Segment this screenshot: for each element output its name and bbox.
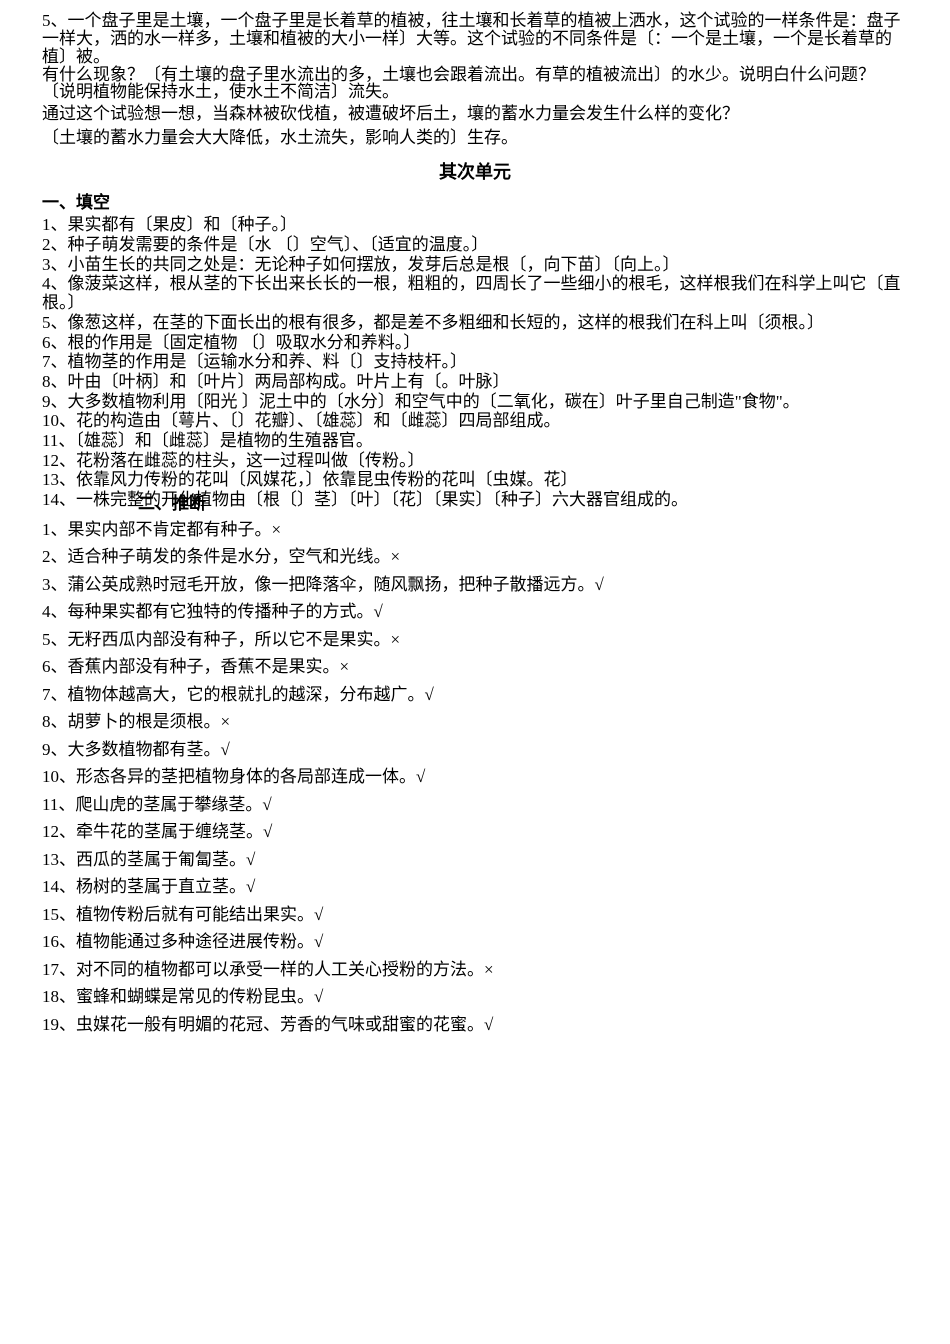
fill-item-2: 2、种子萌发需要的条件是〔水 〔〕空气〕、〔适宜的温度。〕	[42, 236, 908, 255]
judge-mark: √	[484, 1015, 493, 1034]
fill-item-5: 5、像葱这样，在茎的下面长出的根有很多，都是差不多粗细和长短的，这样的根我们在科…	[42, 314, 908, 333]
judge-item-2: 2、适合种子萌发的条件是水分，空气和光线。×	[42, 544, 908, 570]
judge-mark: √	[416, 767, 425, 786]
judge-item-4: 4、每种果实都有它独特的传播种子的方式。√	[42, 599, 908, 625]
judge-item-17: 17、对不同的植物都可以承受一样的人工关心授粉的方法。×	[42, 957, 908, 983]
judge-mark: √	[221, 740, 230, 759]
judge-text: 11、爬山虎的茎属于攀缘茎。	[42, 795, 262, 814]
judge-item-18: 18、蜜蜂和蝴蝶是常见的传粉昆虫。√	[42, 984, 908, 1010]
fill-item-1: 1、果实都有〔果皮〕和〔种子。〕	[42, 216, 908, 235]
fill-item-12: 12、花粉落在雌蕊的柱头，这一过程叫做〔传粉。〕	[42, 452, 908, 471]
judge-text: 8、胡萝卜的根是须根。	[42, 712, 221, 731]
judge-item-10: 10、形态各异的茎把植物身体的各局部连成一体。√	[42, 764, 908, 790]
unit-title: 其次单元	[42, 161, 908, 184]
judge-item-15: 15、植物传粉后就有可能结出果实。√	[42, 902, 908, 928]
judge-item-6: 6、香蕉内部没有种子，香蕉不是果实。×	[42, 654, 908, 680]
judge-mark: ×	[221, 712, 231, 731]
intro-line-1: 5、一个盘子里是土壤，一个盘子里是长着草的植被，往土壤和长着草的植被上洒水，这个…	[42, 12, 908, 66]
fill-item-9: 9、大多数植物利用〔阳光 〕泥土中的〔水分〕和空气中的〔二氧化，碳在〕叶子里自己…	[42, 393, 908, 412]
judge-mark: √	[246, 877, 255, 896]
judge-text: 17、对不同的植物都可以承受一样的人工关心授粉的方法。	[42, 960, 484, 979]
section2-list: 1、果实内部不肯定都有种子。×2、适合种子萌发的条件是水分，空气和光线。×3、蒲…	[42, 517, 908, 1038]
judge-item-8: 8、胡萝卜的根是须根。×	[42, 709, 908, 735]
judge-mark: √	[425, 685, 434, 704]
section1-list: 1、果实都有〔果皮〕和〔种子。〕2、种子萌发需要的条件是〔水 〔〕空气〕、〔适宜…	[42, 216, 908, 509]
judge-item-16: 16、植物能通过多种途径进展传粉。√	[42, 929, 908, 955]
judge-mark: √	[314, 905, 323, 924]
fill-item-8: 8、叶由〔叶柄〕和〔叶片〕两局部构成。叶片上有〔。叶脉〕	[42, 373, 908, 392]
judge-item-19: 19、虫媒花一般有明媚的花冠、芳香的气味或甜蜜的花蜜。√	[42, 1012, 908, 1038]
judge-text: 5、无籽西瓜内部没有种子，所以它不是果实。	[42, 630, 391, 649]
judge-text: 10、形态各异的茎把植物身体的各局部连成一体。	[42, 767, 416, 786]
judge-item-12: 12、牵牛花的茎属于缠绕茎。√	[42, 819, 908, 845]
judge-mark: ×	[272, 520, 282, 539]
judge-mark: ×	[484, 960, 494, 979]
judge-text: 9、大多数植物都有茎。	[42, 740, 221, 759]
judge-mark: √	[595, 575, 604, 594]
judge-text: 14、杨树的茎属于直立茎。	[42, 877, 246, 896]
judge-item-3: 3、蒲公英成熟时冠毛开放，像一把降落伞，随风飘扬，把种子散播远方。√	[42, 572, 908, 598]
fill-item-3: 3、小苗生长的共同之处是：无论种子如何摆放，发芽后总是根〔，向下苗〕〔向上。〕	[42, 256, 908, 275]
fill-item-6: 6、根的作用是〔固定植物 〔〕吸取水分和养料。〕	[42, 334, 908, 353]
judge-text: 12、牵牛花的茎属于缠绕茎。	[42, 822, 263, 841]
fill-item-7: 7、植物茎的作用是〔运输水分和养、料〔〕支持枝杆。〕	[42, 353, 908, 372]
judge-text: 6、香蕉内部没有种子，香蕉不是果实。	[42, 657, 340, 676]
judge-mark: √	[262, 795, 271, 814]
judge-mark: √	[263, 822, 272, 841]
fill-item-11: 11、〔雄蕊〕和〔雌蕊〕是植物的生殖器官。	[42, 432, 908, 451]
judge-mark: √	[314, 932, 323, 951]
judge-text: 19、虫媒花一般有明媚的花冠、芳香的气味或甜蜜的花蜜。	[42, 1015, 484, 1034]
judge-mark: ×	[340, 657, 350, 676]
judge-mark: ×	[391, 630, 401, 649]
judge-item-5: 5、无籽西瓜内部没有种子，所以它不是果实。×	[42, 627, 908, 653]
fill-item-10: 10、花的构造由〔萼片、〔〕花瓣〕、〔雄蕊〕和〔雌蕊〕四局部组成。	[42, 412, 908, 431]
fill-item-13: 13、依靠风力传粉的花叫〔风媒花，〕依靠昆虫传粉的花叫〔虫媒。花〕	[42, 471, 908, 490]
judge-item-14: 14、杨树的茎属于直立茎。√	[42, 874, 908, 900]
judge-item-13: 13、西瓜的茎属于匍匐茎。√	[42, 847, 908, 873]
judge-item-11: 11、爬山虎的茎属于攀缘茎。√	[42, 792, 908, 818]
judge-text: 7、植物体越高大，它的根就扎的越深，分布越广。	[42, 685, 425, 704]
judge-mark: ×	[391, 547, 401, 566]
intro-line-4: 〔土壤的蓄水力量会大大降低，水土流失，影响人类的〕生存。	[42, 129, 908, 147]
intro-line-2: 有什么现象？〔有土壤的盘子里水流出的多，土壤也会跟着流出。有草的植被流出〕的水少…	[42, 66, 908, 102]
judge-mark: √	[246, 850, 255, 869]
section1-header: 一、填空	[42, 192, 908, 214]
judge-text: 13、西瓜的茎属于匍匐茎。	[42, 850, 246, 869]
judge-mark: √	[374, 602, 383, 621]
judge-text: 1、果实内部不肯定都有种子。	[42, 520, 272, 539]
intro-block: 5、一个盘子里是土壤，一个盘子里是长着草的植被，往土壤和长着草的植被上洒水，这个…	[42, 12, 908, 147]
judge-text: 15、植物传粉后就有可能结出果实。	[42, 905, 314, 924]
judge-text: 18、蜜蜂和蝴蝶是常见的传粉昆虫。	[42, 987, 314, 1006]
judge-text: 4、每种果实都有它独特的传播种子的方式。	[42, 602, 374, 621]
judge-item-9: 9、大多数植物都有茎。√	[42, 737, 908, 763]
judge-text: 16、植物能通过多种途径进展传粉。	[42, 932, 314, 951]
intro-line-3: 通过这个试验想一想，当森林被砍伐植，被遭破坏后土，壤的蓄水力量会发生什么样的变化…	[42, 105, 908, 123]
fill-item-4: 4、像菠菜这样，根从茎的下长出来长长的一根，粗粗的，四周长了一些细小的根毛，这样…	[42, 275, 908, 312]
judge-text: 2、适合种子萌发的条件是水分，空气和光线。	[42, 547, 391, 566]
judge-mark: √	[314, 987, 323, 1006]
judge-item-7: 7、植物体越高大，它的根就扎的越深，分布越广。√	[42, 682, 908, 708]
judge-text: 3、蒲公英成熟时冠毛开放，像一把降落伞，随风飘扬，把种子散播远方。	[42, 575, 595, 594]
judge-item-1: 1、果实内部不肯定都有种子。×	[42, 517, 908, 543]
